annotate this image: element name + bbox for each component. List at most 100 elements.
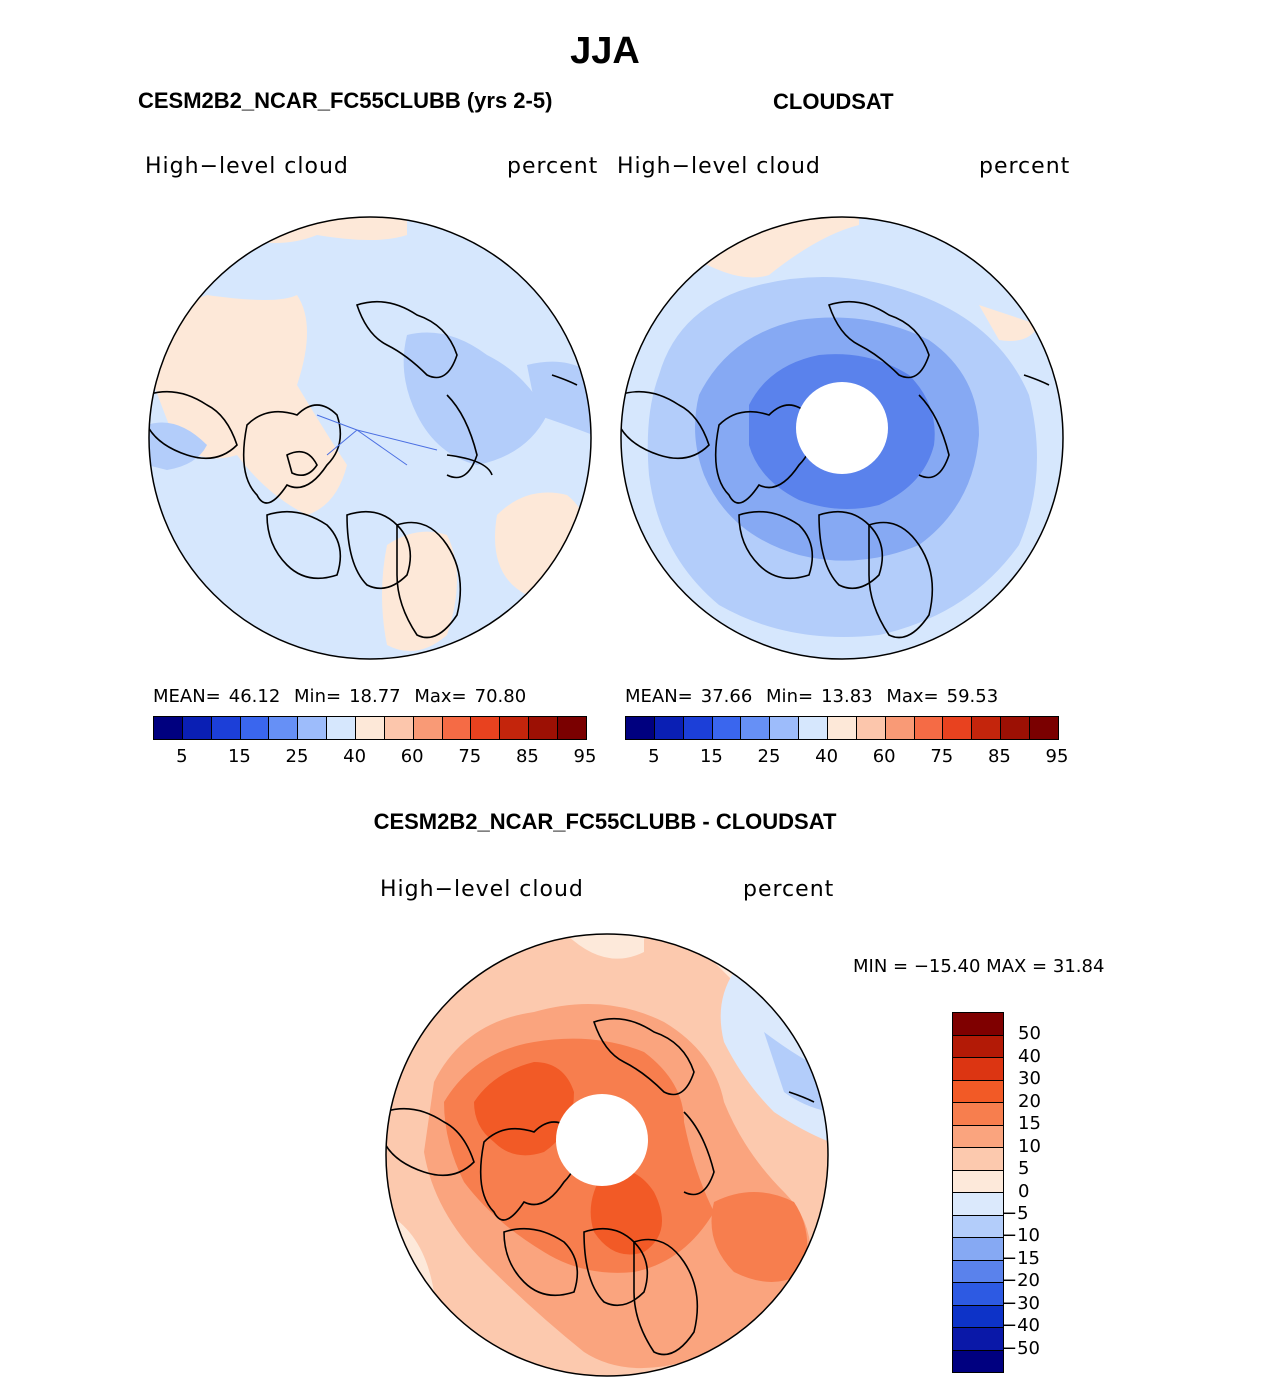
obs-variable-label: High−level cloud — [617, 154, 821, 179]
diff-polar-data-gap — [556, 1094, 648, 1186]
diff-field-cool-northeast-inner — [764, 1032, 828, 1112]
obs-colorbar-swatch — [626, 717, 655, 739]
obs-colorbar-swatch — [770, 717, 800, 739]
obs-colorbar-tick-label: 40 — [815, 746, 839, 767]
model-field-cool-patch-northeast — [527, 361, 591, 435]
model-colorbar-swatch — [356, 717, 385, 739]
model-colorbar-tick-label: 75 — [458, 746, 482, 767]
diff-colorbar-swatch — [953, 1260, 1003, 1283]
model-colorbar-tick-label: 60 — [400, 746, 424, 767]
model-colorbar-tick-label: 5 — [176, 746, 188, 767]
obs-colorbar-tick-label: 75 — [930, 746, 954, 767]
diff-colorbar-tick-label: 0 — [1018, 1180, 1030, 1202]
obs-colorbar-swatch — [914, 717, 944, 739]
obs-colorbar-ticks: 5 15 25 40 60 75 85 95 — [625, 746, 1068, 770]
obs-colorbar-tick-label: 5 — [648, 746, 660, 767]
diff-polar-map — [385, 933, 829, 1377]
diff-colorbar-swatch — [953, 1350, 1003, 1372]
diff-colorbar-ticks: 50 40 30 20 15 10 5 0 −5 −10 −15 −20 −30 −40 −50 — [1002, 1012, 1088, 1371]
model-colorbar-swatch — [154, 717, 183, 739]
diff-colorbar-swatch — [953, 1305, 1003, 1328]
diff-colorbar-tick-label: 30 — [1018, 1068, 1041, 1090]
diff-minmax-text: MIN = −15.40 MAX = 31.84 — [853, 956, 1105, 977]
obs-colorbar-swatch — [1001, 717, 1031, 739]
diff-colorbar-swatch — [953, 1148, 1003, 1171]
model-min-label: Min= — [294, 686, 342, 707]
model-colorbar-swatch — [413, 717, 443, 739]
obs-colorbar-swatch — [856, 717, 886, 739]
model-field-warm-patch-south — [382, 531, 457, 652]
model-colorbar-tick-label: 85 — [515, 746, 539, 767]
obs-colorbar-tick-label: 60 — [872, 746, 896, 767]
diff-colorbar-swatch — [953, 1283, 1003, 1306]
diff-colorbar-tick-label: 10 — [1018, 1135, 1041, 1157]
obs-colorbar-swatch — [885, 717, 915, 739]
obs-colorbar-swatch — [712, 717, 742, 739]
diff-field-warm-southeast — [711, 1192, 808, 1282]
model-colorbar-swatch — [442, 717, 472, 739]
model-field-cool-patch-west — [149, 422, 207, 470]
obs-colorbar-swatch — [654, 717, 684, 739]
diff-colorbar-tick-label: −5 — [1002, 1202, 1029, 1224]
model-field-cool-patch-east — [403, 332, 547, 465]
diff-colorbar-tick-label: 50 — [1018, 1023, 1041, 1045]
diff-field-neutral-north — [564, 934, 644, 959]
model-colorbar-swatch — [558, 717, 586, 739]
diff-colorbar-tick-label: 40 — [1018, 1045, 1041, 1067]
model-colorbar-swatch — [327, 717, 357, 739]
model-colorbar-tick-label: 40 — [343, 746, 367, 767]
diff-field-peak-south — [590, 1169, 662, 1255]
diff-colorbar-swatch — [953, 1013, 1003, 1036]
obs-colorbar-swatch — [972, 717, 1002, 739]
model-colorbar-swatch — [182, 717, 212, 739]
diff-colorbar-tick-label: −15 — [1002, 1247, 1040, 1269]
model-stats: MEAN= 46.12 Min= 18.77 Max= 70.80 — [153, 686, 534, 707]
model-coastlines — [149, 300, 578, 639]
obs-polar-data-gap — [796, 382, 888, 474]
model-variable-label: High−level cloud — [145, 154, 349, 179]
model-colorbar-tick-label: 15 — [227, 746, 251, 767]
diff-units-label: percent — [743, 877, 835, 902]
diff-colorbar-tick-label: −20 — [1002, 1270, 1040, 1292]
diff-colorbar-swatch — [953, 1058, 1003, 1081]
model-colorbar-swatch — [269, 717, 299, 739]
figure-title: JJA — [570, 30, 640, 72]
model-colorbar-swatch — [240, 717, 270, 739]
diff-colorbar-tick-label: 15 — [1018, 1113, 1041, 1135]
diff-colorbar-tick-label: 5 — [1018, 1158, 1030, 1180]
model-colorbar-tick-label: 25 — [285, 746, 309, 767]
diff-colorbar-swatch — [953, 1080, 1003, 1103]
model-max-value: 70.80 — [474, 686, 527, 707]
model-colorbar-ticks: 5 15 25 40 60 75 85 95 — [153, 746, 596, 770]
model-max-label: Max= — [414, 686, 467, 707]
obs-max-label: Max= — [886, 686, 939, 707]
obs-colorbar-tick-label: 95 — [1045, 746, 1069, 767]
obs-polar-map — [620, 216, 1064, 660]
obs-colorbar-tick-label: 25 — [757, 746, 781, 767]
obs-colorbar-swatch — [828, 717, 857, 739]
diff-colorbar-tick-label: 20 — [1018, 1090, 1041, 1112]
diff-colorbar-swatch — [953, 1103, 1003, 1126]
obs-coastlines — [621, 300, 1050, 639]
model-colorbar-swatch — [500, 717, 530, 739]
diff-colorbar-swatch — [953, 1328, 1003, 1351]
diff-colorbar-tick-label: −30 — [1002, 1292, 1040, 1314]
obs-colorbar-swatch — [943, 717, 973, 739]
obs-units-label: percent — [979, 154, 1071, 179]
obs-colorbar-swatch — [683, 717, 713, 739]
model-colorbar-swatch — [384, 717, 414, 739]
obs-colorbar-swatch — [1030, 717, 1058, 739]
model-panel-title: CESM2B2_NCAR_FC55CLUBB (yrs 2-5) — [138, 88, 553, 113]
diff-panel-title: CESM2B2_NCAR_FC55CLUBB - CLOUDSAT — [373, 809, 837, 834]
obs-colorbar — [625, 716, 1059, 740]
model-colorbar-swatch — [471, 717, 501, 739]
diff-colorbar-tick-label: −10 — [1002, 1225, 1040, 1247]
model-colorbar-swatch — [529, 717, 559, 739]
obs-colorbar-tick-label: 85 — [987, 746, 1011, 767]
obs-min-label: Min= — [766, 686, 814, 707]
diff-colorbar-swatch — [953, 1215, 1003, 1238]
obs-stats: MEAN= 37.66 Min= 13.83 Max= 59.53 — [625, 686, 1006, 707]
diff-colorbar-swatch — [953, 1035, 1003, 1058]
model-units-label: percent — [507, 154, 599, 179]
obs-min-value: 13.83 — [821, 686, 873, 707]
